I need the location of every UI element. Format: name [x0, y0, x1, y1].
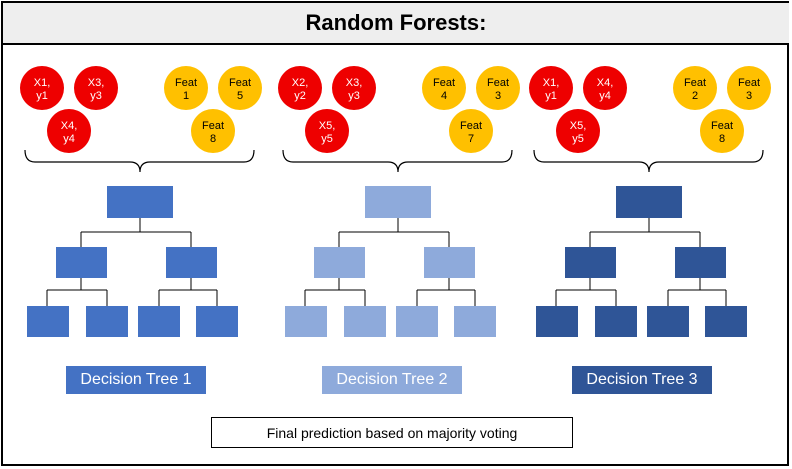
sample-circle: [332, 66, 376, 110]
sample-circle: [556, 109, 600, 153]
sample-label: X1, y1: [543, 77, 560, 102]
feature-label: Feat 4: [433, 77, 455, 102]
tree-root-node: [616, 186, 682, 218]
tree-label-3: Decision Tree 3: [572, 366, 712, 394]
tree-leaf-node: [454, 306, 496, 337]
tree-label-3-text: Decision Tree 3: [586, 371, 698, 388]
feature-circle: [164, 66, 208, 110]
tree-leaf-node: [86, 306, 128, 337]
title-bar: Random Forests:: [3, 3, 789, 45]
sample-label: X5, y5: [319, 120, 336, 145]
grouping-brace: [282, 149, 513, 173]
feature-label: Feat 3: [738, 77, 760, 102]
tree-internal-node: [424, 247, 475, 278]
tree-leaf-node: [27, 306, 69, 337]
feature-circle: [727, 66, 771, 110]
sample-circle: [583, 66, 627, 110]
sample-label: X3, y3: [88, 77, 105, 102]
tree-leaf-node: [138, 306, 180, 337]
feature-circle: [673, 66, 717, 110]
grouping-brace: [24, 149, 255, 173]
tree-leaf-node: [595, 306, 637, 337]
tree-internal-node: [675, 247, 726, 278]
feature-label: Feat 2: [684, 77, 706, 102]
tree-label-1-text: Decision Tree 1: [80, 371, 192, 388]
sample-circle: [20, 66, 64, 110]
tree-internal-node: [166, 247, 217, 278]
tree-leaf-node: [285, 306, 327, 337]
tree-leaf-node: [196, 306, 238, 337]
tree-internal-node: [565, 247, 616, 278]
sample-label: X4, y4: [597, 77, 614, 102]
tree-label-1: Decision Tree 1: [66, 366, 206, 394]
feature-label: Feat 1: [175, 77, 197, 102]
tree-root-node: [107, 186, 173, 218]
feature-label: Feat 3: [487, 77, 509, 102]
sample-circle: [47, 109, 91, 153]
sample-label: X4, y4: [61, 120, 78, 145]
tree-leaf-node: [396, 306, 438, 337]
final-prediction-box: Final prediction based on majority votin…: [211, 417, 573, 448]
sample-label: X3, y3: [346, 77, 363, 102]
page-title: Random Forests:: [305, 10, 487, 35]
tree-root-node: [365, 186, 431, 218]
sample-label: X5, y5: [570, 120, 587, 145]
tree-internal-node: [56, 247, 107, 278]
grouping-brace: [533, 149, 764, 173]
feature-circle: [191, 109, 235, 153]
tree-leaf-node: [647, 306, 689, 337]
feature-circle: [476, 66, 520, 110]
sample-label: X2, y2: [292, 77, 309, 102]
feature-circle: [700, 109, 744, 153]
final-prediction-text: Final prediction based on majority votin…: [266, 424, 518, 441]
tree-label-2-text: Decision Tree 2: [336, 371, 448, 388]
sample-circle: [278, 66, 322, 110]
feature-label: Feat 7: [460, 120, 482, 145]
tree-leaf-node: [344, 306, 386, 337]
sample-circle: [305, 109, 349, 153]
sample-circle: [74, 66, 118, 110]
feature-label: Feat 5: [229, 77, 251, 102]
tree-leaf-node: [536, 306, 578, 337]
tree-leaf-node: [705, 306, 747, 337]
tree-label-2: Decision Tree 2: [322, 366, 462, 394]
feature-circle: [218, 66, 262, 110]
feature-circle: [422, 66, 466, 110]
sample-label: X1, y1: [34, 77, 51, 102]
tree-internal-node: [314, 247, 365, 278]
feature-label: Feat 8: [202, 120, 224, 145]
feature-label: Feat 8: [711, 120, 733, 145]
feature-circle: [449, 109, 493, 153]
sample-circle: [529, 66, 573, 110]
